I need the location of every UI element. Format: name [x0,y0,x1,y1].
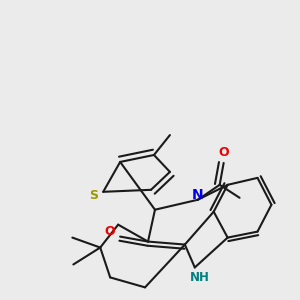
Text: S: S [89,189,98,202]
Text: O: O [218,146,229,160]
Text: N: N [192,188,204,202]
Text: NH: NH [190,271,210,284]
Text: O: O [105,225,116,238]
